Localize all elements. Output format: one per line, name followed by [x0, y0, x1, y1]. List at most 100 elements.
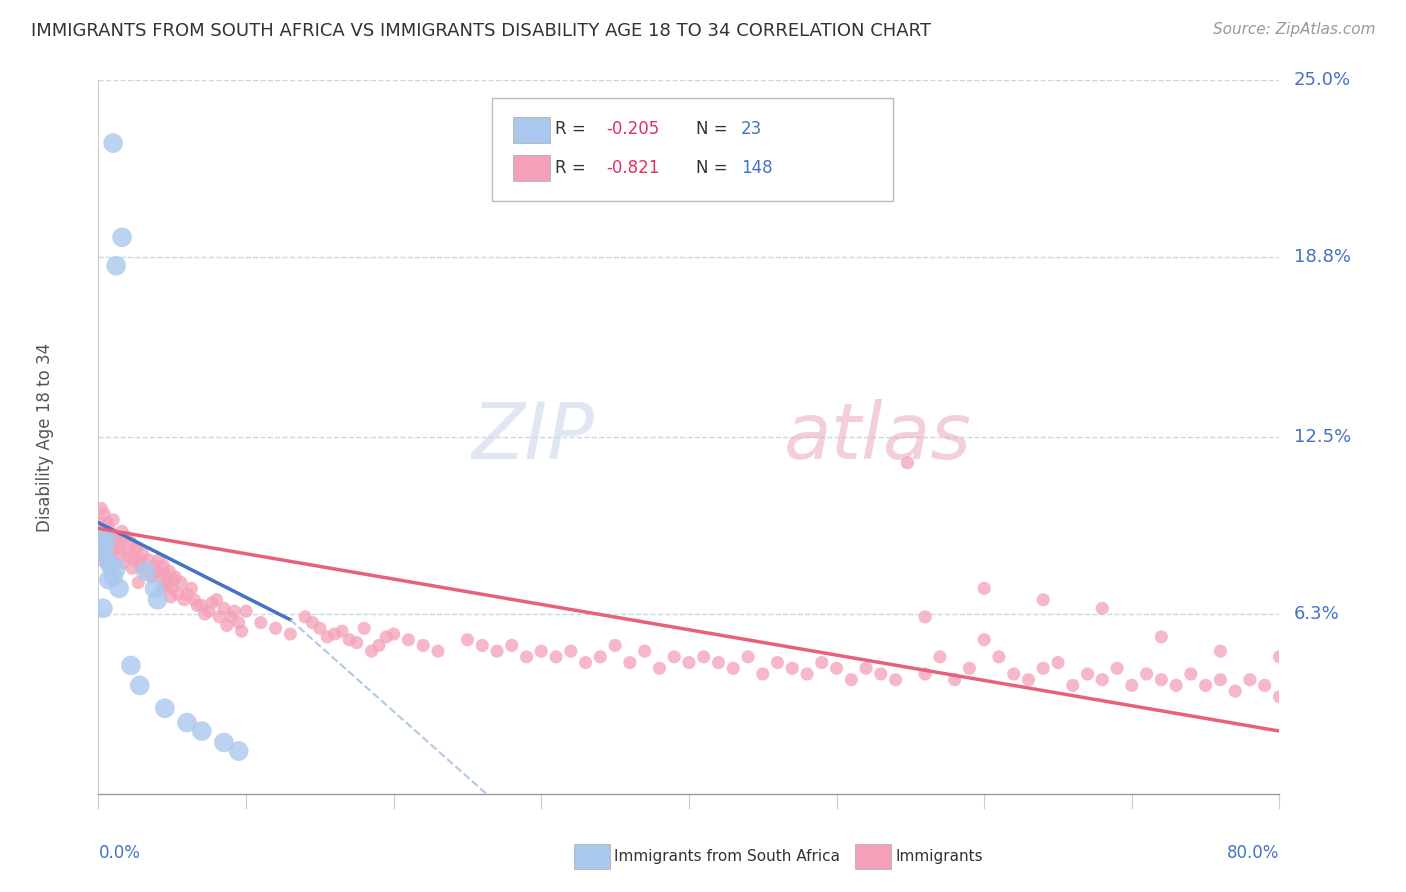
Point — [471, 639, 494, 653]
Point — [124, 541, 146, 556]
Point — [1091, 601, 1114, 615]
Point — [1002, 667, 1025, 681]
Point — [183, 592, 205, 607]
Point — [96, 516, 118, 530]
Point — [180, 582, 202, 596]
Point — [228, 744, 250, 758]
Point — [135, 564, 157, 578]
Text: Immigrants from South Africa: Immigrants from South Africa — [614, 849, 841, 863]
Point — [152, 558, 174, 573]
Point — [104, 533, 127, 547]
Point — [346, 635, 368, 649]
Point — [546, 649, 568, 664]
Point — [605, 639, 627, 653]
Point — [163, 573, 186, 587]
Point — [176, 715, 198, 730]
Point — [375, 630, 398, 644]
Point — [121, 561, 143, 575]
Point — [138, 553, 160, 567]
Text: N =: N = — [696, 159, 733, 177]
Point — [153, 567, 176, 582]
Point — [412, 639, 434, 653]
Point — [929, 649, 952, 664]
Point — [427, 644, 450, 658]
Point — [382, 627, 405, 641]
Point — [766, 656, 789, 670]
Point — [143, 582, 166, 596]
Text: R =: R = — [555, 159, 592, 177]
Point — [339, 632, 361, 647]
Text: IMMIGRANTS FROM SOUTH AFRICA VS IMMIGRANTS DISABILITY AGE 18 TO 34 CORRELATION C: IMMIGRANTS FROM SOUTH AFRICA VS IMMIGRAN… — [31, 22, 931, 40]
Point — [1225, 684, 1247, 698]
Point — [98, 558, 121, 573]
Point — [125, 541, 148, 556]
Point — [127, 575, 149, 590]
Point — [194, 607, 217, 621]
Point — [501, 639, 523, 653]
Point — [486, 644, 509, 658]
Text: 12.5%: 12.5% — [1294, 428, 1351, 446]
Point — [530, 644, 553, 658]
Point — [103, 570, 125, 584]
Point — [110, 541, 132, 556]
Text: Immigrants: Immigrants — [896, 849, 983, 863]
Point — [589, 649, 612, 664]
Point — [148, 553, 170, 567]
Point — [107, 547, 129, 561]
Point — [112, 556, 135, 570]
Text: 25.0%: 25.0% — [1294, 71, 1351, 89]
Point — [191, 724, 214, 739]
Point — [156, 578, 179, 592]
Text: 148: 148 — [741, 159, 772, 177]
Point — [198, 604, 221, 618]
Point — [231, 624, 253, 639]
Point — [870, 667, 893, 681]
Text: Source: ZipAtlas.com: Source: ZipAtlas.com — [1212, 22, 1375, 37]
Point — [1209, 673, 1232, 687]
Point — [91, 601, 114, 615]
Point — [103, 136, 125, 150]
Point — [841, 673, 863, 687]
Point — [93, 530, 115, 544]
Point — [155, 575, 177, 590]
Point — [170, 575, 193, 590]
Point — [173, 592, 195, 607]
Point — [94, 535, 117, 549]
Point — [1121, 678, 1143, 692]
Text: -0.821: -0.821 — [606, 159, 659, 177]
Point — [224, 604, 246, 618]
Point — [973, 582, 995, 596]
Point — [516, 649, 538, 664]
Text: 18.8%: 18.8% — [1294, 248, 1351, 266]
Point — [120, 535, 142, 549]
Point — [959, 661, 981, 675]
Point — [896, 456, 918, 470]
Point — [117, 544, 139, 558]
Text: 23: 23 — [741, 120, 762, 138]
Point — [111, 524, 134, 539]
Text: 6.3%: 6.3% — [1294, 605, 1340, 623]
Point — [96, 558, 118, 573]
Point — [678, 656, 700, 670]
Point — [150, 582, 173, 596]
Point — [153, 701, 176, 715]
Point — [89, 516, 111, 530]
Point — [1150, 630, 1173, 644]
Point — [162, 582, 183, 596]
Point — [105, 259, 128, 273]
Point — [212, 601, 235, 615]
Point — [280, 627, 302, 641]
Point — [1107, 661, 1129, 675]
Point — [115, 530, 138, 544]
Point — [693, 649, 716, 664]
Point — [634, 644, 657, 658]
Point — [129, 553, 152, 567]
Point — [1254, 678, 1277, 692]
Point — [309, 621, 332, 635]
Text: Disability Age 18 to 34: Disability Age 18 to 34 — [37, 343, 55, 532]
Point — [264, 621, 287, 635]
Point — [132, 547, 155, 561]
Point — [1032, 592, 1054, 607]
Point — [353, 621, 375, 635]
Point — [323, 627, 346, 641]
